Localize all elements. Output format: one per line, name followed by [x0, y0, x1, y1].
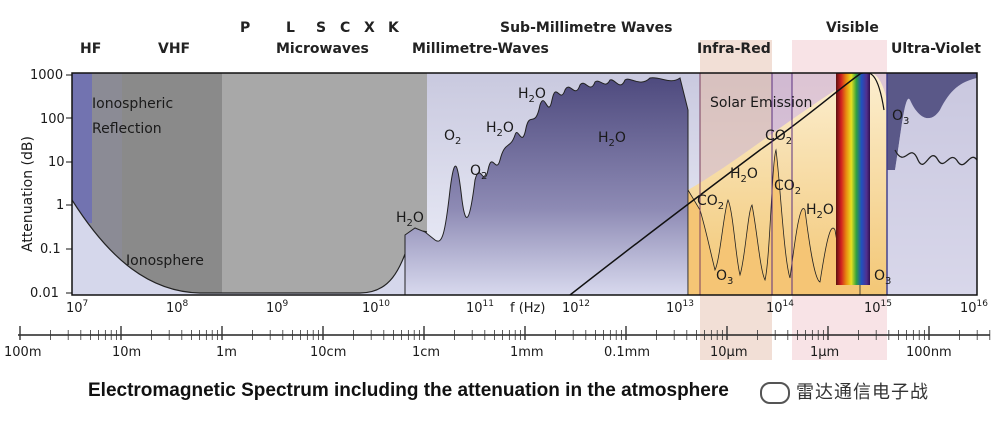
ionosphere-region — [222, 73, 427, 295]
band-label-k: K — [388, 20, 400, 36]
y-tick-0.01: 0.01 — [30, 286, 59, 301]
molecule-h2o-2: H2O — [486, 120, 514, 139]
svg-text:1016: 1016 — [960, 299, 988, 316]
wl-0.1mm: 0.1mm — [604, 345, 650, 360]
band-label-ultraviolet: Ultra-Violet — [891, 41, 981, 57]
molecule-o3-2: O3 — [874, 268, 891, 287]
ionospheric-reflection-label-2: Reflection — [92, 121, 162, 137]
band-label-hf: HF — [80, 41, 101, 57]
svg-text:1012: 1012 — [562, 299, 590, 316]
wl-100nm: 100nm — [906, 345, 952, 360]
y-tick-1000: 1000 — [30, 68, 63, 83]
watermark-text: 雷达通信电子战 — [796, 382, 929, 403]
ionosphere-label: Ionosphere — [126, 253, 204, 269]
wl-1cm: 1cm — [412, 345, 440, 360]
wechat-logo-icon — [760, 382, 790, 404]
solar-emission-curve — [569, 73, 861, 295]
svg-text:109: 109 — [266, 299, 289, 316]
ionospheric-reflection-label-1: Ionospheric — [92, 96, 173, 112]
absorption-curve — [404, 77, 689, 295]
wl-1um: 1µm — [810, 345, 839, 360]
band-label-p: P — [240, 20, 250, 36]
freq-tick: 1015 — [864, 299, 892, 316]
wl-10m: 10m — [112, 345, 141, 360]
svg-text:1014: 1014 — [766, 299, 794, 316]
freq-tick: 107 — [66, 299, 88, 316]
molecule-co2-3: CO2 — [774, 178, 801, 197]
freq-tick: 1016 — [960, 299, 988, 316]
freq-tick: 1011 — [466, 299, 494, 316]
band-label-c: C — [340, 20, 350, 36]
ionospheric-reflection-region — [122, 73, 222, 295]
band-label-vhf: VHF — [158, 41, 190, 57]
freq-tick: 108 — [166, 299, 189, 316]
molecule-o2-2: O2 — [470, 163, 487, 182]
molecule-o3-3: O3 — [892, 108, 909, 127]
molecule-h2o-6: H2O — [806, 202, 834, 221]
molecule-h2o-4: H2O — [598, 130, 626, 149]
watermark: 雷达通信电子战 — [760, 378, 929, 404]
wl-10cm: 10cm — [310, 345, 346, 360]
uv-ozone-trace — [894, 149, 977, 166]
freq-tick: 1013 — [666, 299, 694, 316]
x-axis-label: f (Hz) — [510, 301, 545, 316]
molecule-co2-1: CO2 — [697, 193, 724, 212]
figure-caption: Electromagnetic Spectrum including the a… — [88, 380, 729, 401]
svg-text:1011: 1011 — [466, 299, 494, 316]
band-label-sub-millimetre: Sub-Millimetre Waves — [500, 20, 672, 36]
band-label-millimetre: Millimetre-Waves — [412, 41, 549, 57]
y-tick-0.1: 0.1 — [40, 242, 61, 257]
molecule-h2o-3: H2O — [518, 86, 546, 105]
svg-text:1013: 1013 — [666, 299, 694, 316]
wl-1mm: 1mm — [510, 345, 544, 360]
wavelength-ruler: 100m 10m 1m 10cm 1cm 1mm 0.1mm 10µm 1µm … — [4, 326, 991, 360]
uv-absorption-curve — [887, 73, 977, 170]
molecule-labels: H2O O2 O2 H2O H2O H2O CO2 H2O CO2 CO2 H2… — [396, 86, 909, 287]
svg-text:1015: 1015 — [864, 299, 892, 316]
ir-absorption-curve — [687, 148, 861, 295]
y-axis-label: Attenuation (dB) — [20, 136, 36, 252]
y-tick-1: 1 — [56, 198, 64, 213]
svg-text:1010: 1010 — [362, 299, 390, 316]
y-tick-10: 10 — [48, 155, 65, 170]
ionosphere-curve — [72, 200, 427, 295]
band-label-s: S — [316, 20, 326, 36]
freq-tick: 1010 — [362, 299, 390, 316]
molecule-o2-1: O2 — [444, 128, 461, 147]
band-label-l: L — [286, 20, 295, 36]
freq-tick: 1012 — [562, 299, 590, 316]
freq-tick: 1014 — [766, 299, 794, 316]
freq-tick: 109 — [266, 299, 289, 316]
molecule-co2-2: CO2 — [765, 128, 792, 147]
wl-1m: 1m — [216, 345, 237, 360]
wl-100m: 100m — [4, 345, 41, 360]
band-label-x: X — [364, 20, 375, 36]
svg-text:108: 108 — [166, 299, 189, 316]
wl-10um: 10µm — [710, 345, 747, 360]
band-label-infrared: Infra-Red — [697, 41, 771, 57]
molecule-h2o-5: H2O — [730, 166, 758, 185]
visible-spectrum — [836, 73, 870, 285]
svg-text:107: 107 — [66, 299, 88, 316]
molecule-o3-1: O3 — [716, 268, 733, 287]
frequency-axis: 107 108 109 1010 1011 f (Hz) 1012 1013 1… — [66, 299, 988, 316]
band-label-visible: Visible — [826, 20, 879, 36]
y-tick-100: 100 — [40, 112, 65, 127]
band-label-microwaves: Microwaves — [276, 41, 369, 57]
hf-blue-strip — [72, 73, 92, 223]
y-ticks: 1000 100 10 1 0.1 0.01 — [30, 68, 72, 301]
molecule-h2o-1: H2O — [396, 210, 424, 229]
solar-emission-label: Solar Emission — [710, 95, 812, 111]
